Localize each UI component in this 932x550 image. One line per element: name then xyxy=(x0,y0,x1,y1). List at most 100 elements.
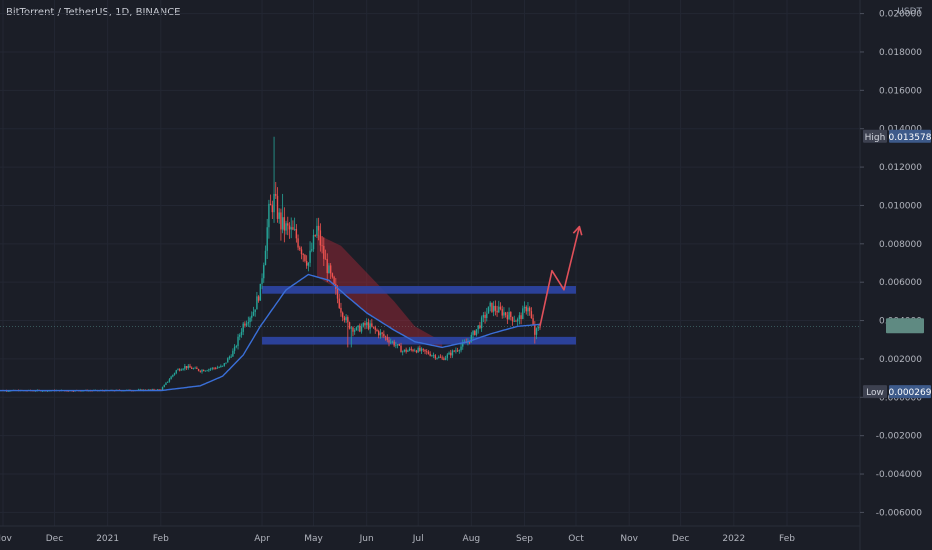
y-tick-label: -0.004000 xyxy=(876,470,922,480)
candle-body xyxy=(242,323,244,332)
y-tick-label: 0.012000 xyxy=(879,163,922,173)
candle-body xyxy=(281,217,284,230)
candle-body xyxy=(139,389,141,391)
candle-body xyxy=(352,327,354,332)
x-tick-label: Jun xyxy=(359,534,374,544)
candle-body xyxy=(348,322,351,329)
candle-body xyxy=(474,330,476,335)
candle-body xyxy=(328,265,330,274)
candle-body xyxy=(410,348,412,350)
candle-body xyxy=(256,296,258,310)
candle-body xyxy=(283,217,286,231)
y-tick-label: 0.018000 xyxy=(879,48,922,58)
candle-body xyxy=(451,350,454,356)
candle-body xyxy=(420,348,423,351)
candle-body xyxy=(252,311,255,316)
candle-body xyxy=(444,357,447,360)
candle-body xyxy=(422,348,425,350)
candle-body xyxy=(319,230,322,246)
candle-body xyxy=(197,369,200,371)
candle-body xyxy=(41,390,44,392)
candle-body xyxy=(398,344,400,346)
candle-body xyxy=(357,325,359,328)
y-tick-label: 0.000000 xyxy=(879,393,922,403)
x-tick-label: Sep xyxy=(516,534,533,544)
candle-body xyxy=(280,212,282,230)
candle-body xyxy=(458,350,461,352)
candle-body xyxy=(475,329,478,335)
candle-body xyxy=(213,367,215,369)
candle-body xyxy=(482,315,485,318)
candle-body xyxy=(304,254,306,261)
candle-body xyxy=(383,333,385,337)
y-tick-label: 0.010000 xyxy=(879,201,922,211)
candle-body xyxy=(336,288,339,299)
candle-body xyxy=(189,365,191,368)
candle-body xyxy=(367,322,370,329)
candle-body xyxy=(311,249,313,251)
candle-body xyxy=(431,355,433,357)
ma-layer xyxy=(0,273,541,392)
resistance-zone xyxy=(262,286,576,294)
candle-body xyxy=(494,305,497,311)
candle-body xyxy=(240,331,243,335)
x-tick-label: 2021 xyxy=(96,534,119,544)
candle-body xyxy=(172,374,174,377)
candle-body xyxy=(302,254,304,255)
candle-body xyxy=(72,391,75,392)
candle-body xyxy=(513,320,515,322)
candle-body xyxy=(472,330,474,335)
candle-body xyxy=(528,307,531,312)
zone-layer xyxy=(262,286,576,345)
candle-body xyxy=(470,334,473,342)
candle-body xyxy=(166,381,169,383)
candle-body xyxy=(343,317,346,321)
candle-body xyxy=(390,341,392,343)
candle-body xyxy=(489,302,491,307)
projection-arrow-head xyxy=(572,225,583,236)
candle-body xyxy=(402,351,404,353)
candle-body xyxy=(268,203,270,228)
candle-body xyxy=(539,326,541,328)
candle-body xyxy=(292,227,294,230)
candle-body xyxy=(153,389,155,391)
candle-body xyxy=(312,235,315,250)
candle-body xyxy=(326,259,328,274)
candle-body xyxy=(203,370,205,372)
candle-body xyxy=(340,307,342,313)
candle-body xyxy=(518,315,521,320)
candle-body xyxy=(245,323,248,326)
candle-body xyxy=(209,368,212,370)
y-tick-label: -0.002000 xyxy=(876,432,922,442)
candle-body xyxy=(254,309,256,312)
candle-body xyxy=(436,357,438,359)
candle-body xyxy=(317,225,320,231)
candle-body xyxy=(535,328,538,335)
y-tick-label: 0.002000 xyxy=(879,355,922,365)
high-tag-label: High xyxy=(865,133,886,143)
candle-body xyxy=(297,238,299,248)
candle-body xyxy=(173,373,176,375)
candle-body xyxy=(196,367,198,370)
candle-body xyxy=(448,352,450,355)
candle-body xyxy=(208,369,210,371)
candle-body xyxy=(263,265,265,279)
candle-body xyxy=(194,367,196,369)
x-tick-label: Apr xyxy=(254,534,270,544)
candle-body xyxy=(185,366,188,369)
low-tag-label: Low xyxy=(866,388,884,398)
candle-body xyxy=(276,195,279,219)
candle-body xyxy=(417,347,419,353)
x-tick-label: Oct xyxy=(568,534,584,544)
candle-body xyxy=(288,225,291,230)
candle-body xyxy=(480,317,483,329)
candle-body xyxy=(353,330,356,332)
candle-body xyxy=(369,323,371,329)
arrow-layer xyxy=(539,225,583,327)
candle-body xyxy=(227,358,229,363)
candle-body xyxy=(515,320,517,322)
candle-body xyxy=(462,342,464,347)
candle-body xyxy=(158,389,160,391)
candle-body xyxy=(379,332,382,336)
